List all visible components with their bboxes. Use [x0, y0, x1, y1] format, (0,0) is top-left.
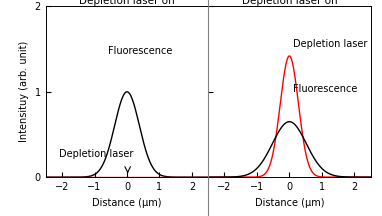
Text: Depletion laser: Depletion laser: [293, 40, 367, 49]
Text: Depletion laser: Depletion laser: [59, 149, 133, 159]
Text: Fluorescence: Fluorescence: [293, 84, 357, 94]
X-axis label: Distance (μm): Distance (μm): [92, 198, 162, 208]
Title: Depletion laser on: Depletion laser on: [241, 0, 337, 6]
X-axis label: Distance (μm): Distance (μm): [255, 198, 324, 208]
Y-axis label: Intensituy (arb. unit): Intensituy (arb. unit): [19, 41, 29, 142]
Text: Fluorescence: Fluorescence: [108, 46, 172, 56]
Title: Depletion laser off: Depletion laser off: [79, 0, 175, 6]
